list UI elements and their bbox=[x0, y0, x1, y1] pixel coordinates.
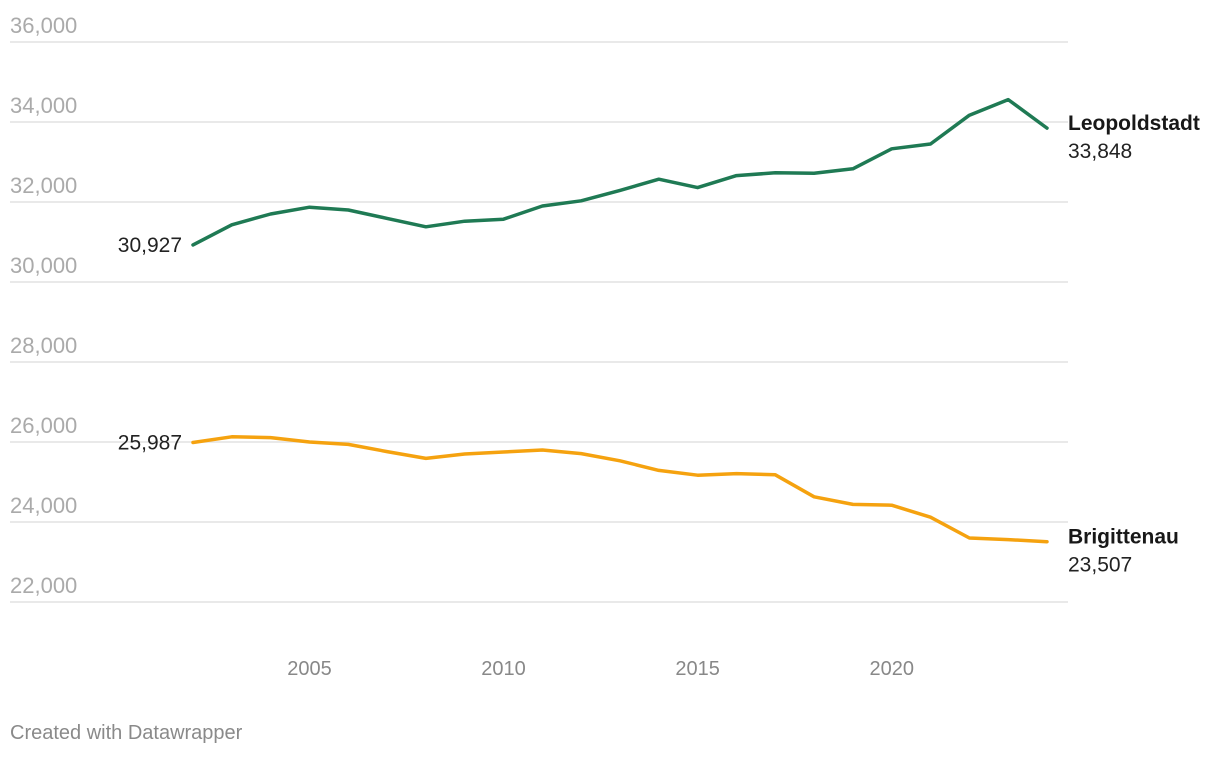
x-tick-label: 2020 bbox=[869, 658, 914, 680]
x-tick-label: 2015 bbox=[675, 658, 720, 680]
y-tick-label: 24,000 bbox=[10, 493, 77, 518]
y-tick-label: 36,000 bbox=[10, 13, 77, 38]
y-axis-ticks: 22,000 24,000 26,000 28,000 30,000 32,000 34,0… bbox=[10, 13, 77, 598]
series-labels: 30,927 Leopoldstadt 33,848 25,987 Brigittena… bbox=[118, 112, 1200, 577]
y-tick-label: 30,000 bbox=[10, 253, 77, 278]
series-lines bbox=[191, 97, 1049, 544]
y-tick-label: 32,000 bbox=[10, 173, 77, 198]
line-chart: 22,000 24,000 26,000 28,000 30,000 32,000 34,0… bbox=[10, 13, 1200, 680]
end-value-label: 33,848 bbox=[1068, 140, 1132, 163]
x-axis-ticks: 2005 2010 2015 2020 bbox=[287, 658, 914, 680]
start-value-label: 25,987 bbox=[118, 432, 182, 455]
end-value-label: 23,507 bbox=[1068, 554, 1132, 577]
y-tick-label: 22,000 bbox=[10, 573, 77, 598]
x-tick-label: 2010 bbox=[481, 658, 526, 680]
series-line-leopoldstadt bbox=[191, 97, 1049, 247]
y-tick-label: 34,000 bbox=[10, 93, 77, 118]
start-value-label: 30,927 bbox=[118, 234, 182, 257]
series-name-label: Brigittenau bbox=[1068, 526, 1179, 549]
y-tick-label: 26,000 bbox=[10, 413, 77, 438]
gridlines bbox=[10, 41, 1068, 603]
series-name-label: Leopoldstadt bbox=[1068, 112, 1200, 135]
series-line-brigittenau bbox=[191, 435, 1049, 544]
footer-credit: Created with Datawrapper bbox=[10, 722, 243, 744]
x-tick-label: 2005 bbox=[287, 658, 332, 680]
y-tick-label: 28,000 bbox=[10, 333, 77, 358]
